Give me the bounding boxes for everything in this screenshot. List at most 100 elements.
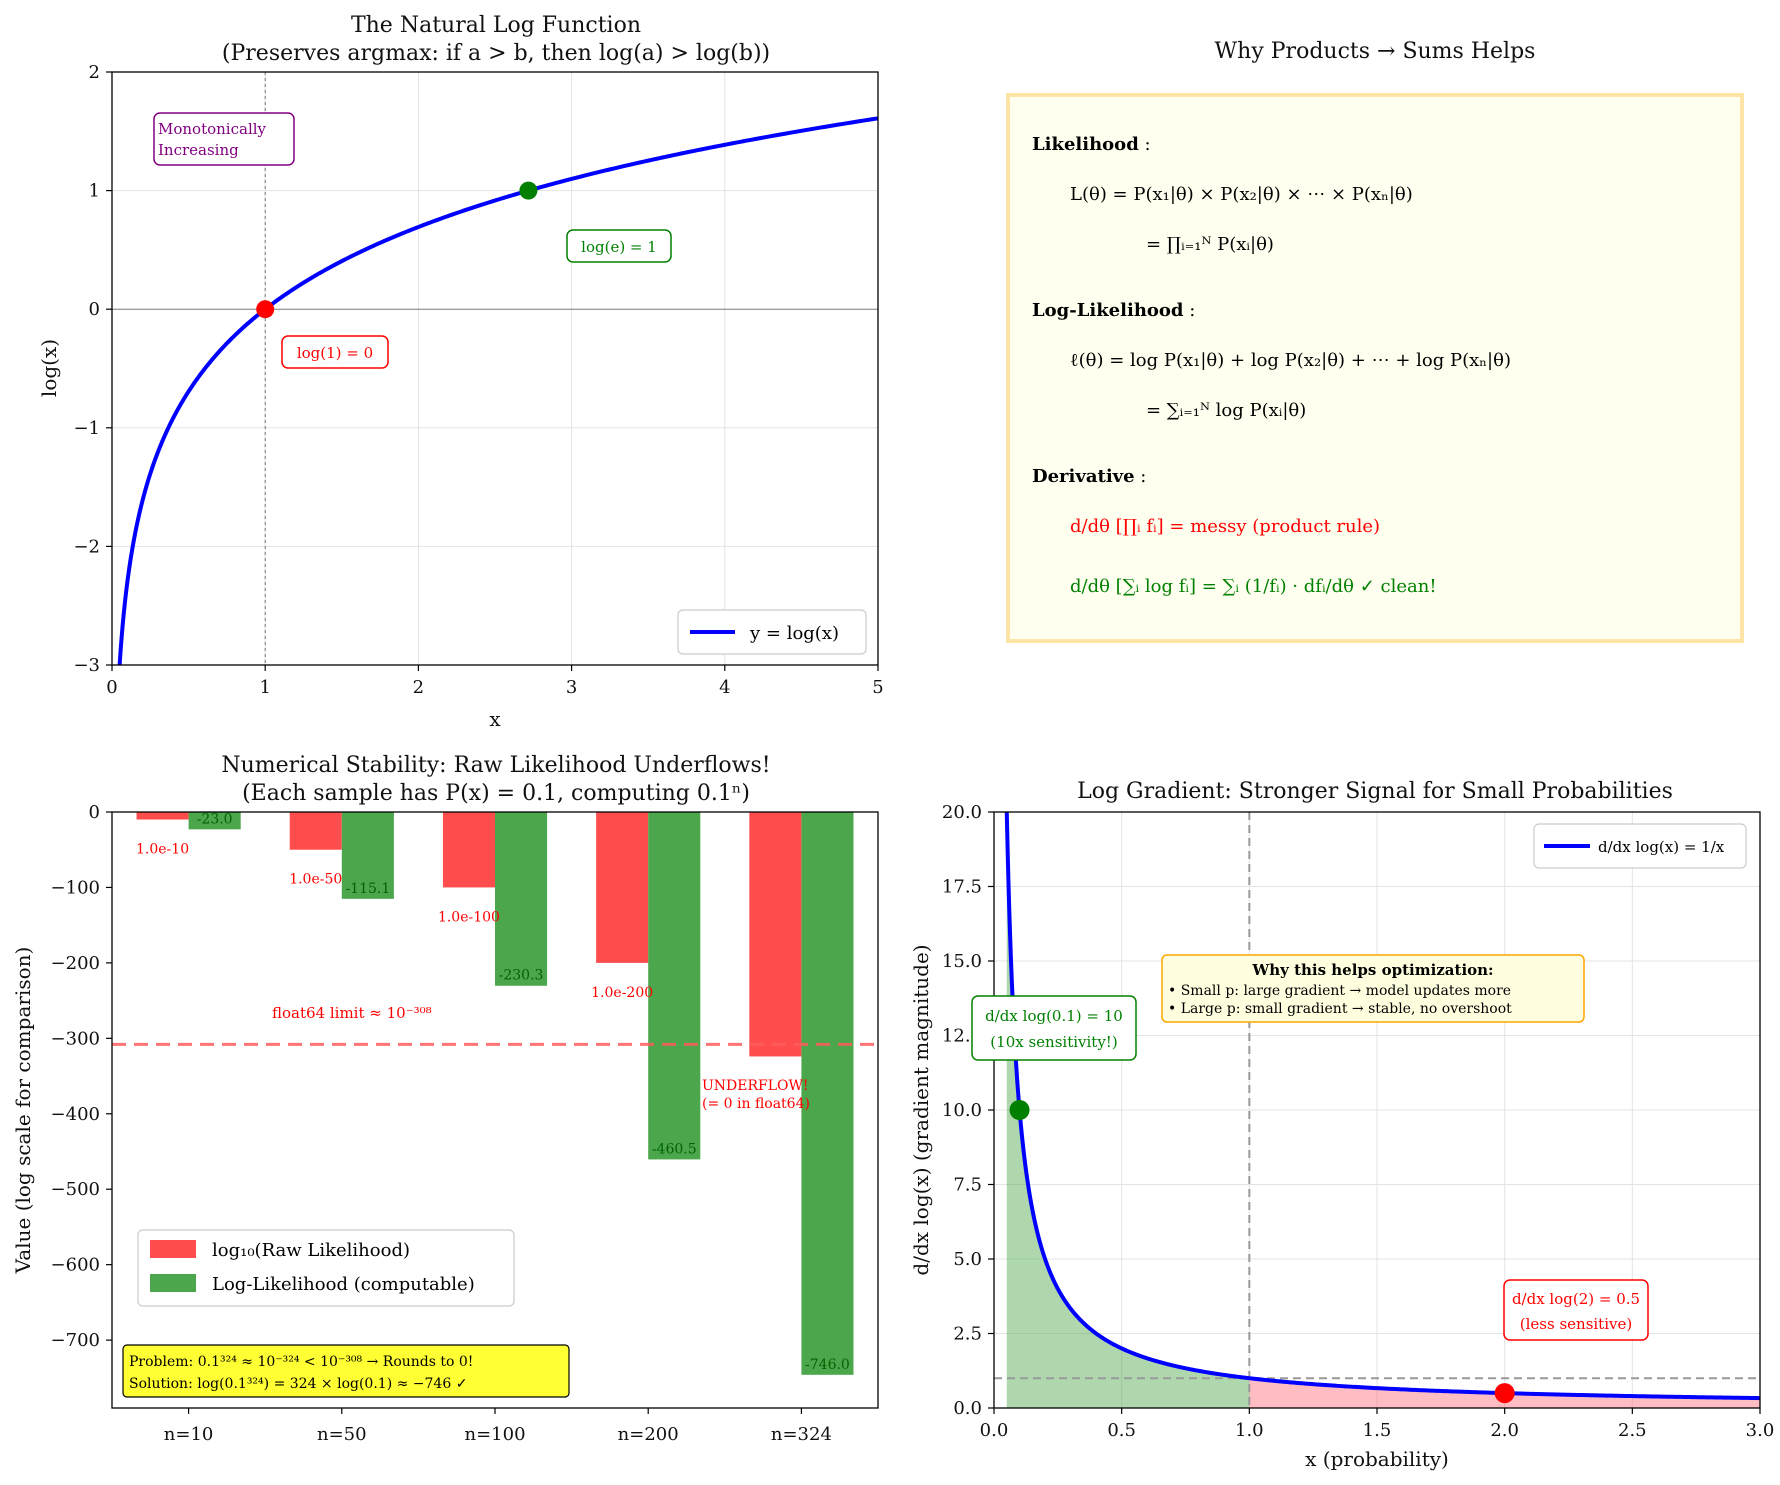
p3-ytick-label: −200 (51, 953, 100, 974)
loglik-eq-2: = ∑ᵢ₌₁ᴺ log P(xᵢ|θ) (1146, 400, 1306, 421)
p3-ytick-label: −400 (51, 1104, 100, 1125)
p3-xtick-label: n=50 (317, 1424, 367, 1445)
p3-bar-1-2 (495, 812, 548, 986)
p4-ytick-label: 17.5 (942, 877, 982, 898)
p2-title: Why Products → Sums Helps (1215, 39, 1536, 64)
p3-legend-label-log: Log-Likelihood (computable) (212, 1274, 475, 1295)
problem-solution-box (122, 1344, 570, 1398)
solution-text: Solution: log(0.1³²⁴) = 324 × log(0.1) ≈… (129, 1376, 467, 1392)
p1-point-1 (519, 181, 538, 200)
log-curve (117, 116, 879, 666)
p1-point-0 (256, 300, 275, 319)
log-e-label: log(e) = 1 (581, 238, 657, 256)
info-line-2: • Large p: small gradient → stable, no o… (1168, 1001, 1512, 1017)
red-annotation-1: d/dx log(2) = 0.5 (1512, 1290, 1640, 1308)
p4-ytick-label: 10.0 (942, 1100, 982, 1121)
red-annotation-box (1503, 1279, 1649, 1341)
p4-ticks: 0.0 0.5 1.0 1.5 2.0 2.5 3.020.017.515.012.510.… (942, 802, 1774, 1441)
p3-raw-label-1: 1.0e-50 (289, 872, 342, 888)
monotonic-text-2: Increasing (158, 141, 239, 159)
p1-legend (677, 609, 867, 655)
monotonic-box (153, 112, 295, 166)
formula-box (1006, 93, 1744, 643)
p3-ytick-label: −600 (51, 1255, 100, 1276)
p4-legend-label: d/dx log(x) = 1/x (1598, 838, 1725, 856)
p3-xtick-label: n=100 (464, 1424, 525, 1445)
p3-bar-1-3 (648, 812, 701, 1160)
p1-legend-label: y = log(x) (749, 623, 839, 644)
p3-raw-label-3: 1.0e-200 (591, 985, 653, 1001)
p1-xtick-label: 4 (719, 677, 730, 698)
p4-title: Log Gradient: Stronger Signal for Small … (1077, 779, 1673, 804)
p3-legend-label-raw: log₁₀(Raw Likelihood) (212, 1240, 410, 1261)
log-function-panel: The Natural Log Function (Preserves argm… (37, 13, 884, 731)
p4-xtick-label: 1.5 (1363, 1420, 1392, 1441)
log-gradient-panel: Log Gradient: Stronger Signal for Small … (909, 779, 1774, 1471)
p3-ytick-label: −300 (51, 1028, 100, 1049)
p4-ytick-label: 20.0 (942, 802, 982, 823)
p3-subtitle: (Each sample has P(x) = 0.1, computing 0… (242, 781, 750, 806)
p4-xtick-label: 1.0 (1235, 1420, 1264, 1441)
green-annotation-1: d/dx log(0.1) = 10 (985, 1007, 1123, 1025)
p4-reference-lines (994, 812, 1760, 1408)
derivative-eq-1: d/dθ [∏ᵢ fᵢ] = messy (product rule) (1070, 516, 1380, 537)
p3-raw-label-2: 1.0e-100 (438, 909, 500, 925)
log-e-box (566, 229, 672, 263)
p3-bars (136, 812, 854, 1375)
p3-legend-swatch-raw (150, 1240, 196, 1258)
p3-ytick-label: −500 (51, 1179, 100, 1200)
p1-ytick-label: −3 (73, 655, 100, 676)
gradient-curve (1004, 812, 1761, 1401)
p1-subtitle: (Preserves argmax: if a > b, then log(a)… (222, 41, 770, 66)
p1-xtick-label: 5 (872, 677, 883, 698)
p1-ytick-label: 0 (89, 299, 100, 320)
p3-bar-0-1 (289, 812, 342, 850)
p3-ticks: 0 −100 −200 −300 −400 −500 −600 −700 n=10 n=50 n=1… (51, 802, 832, 1445)
p4-xtick-label: 0.0 (980, 1420, 1009, 1441)
underflow-label-1: UNDERFLOW! (702, 1078, 809, 1094)
p3-legend-swatch-log (150, 1274, 196, 1292)
p1-frame (111, 71, 879, 666)
p1-xtick-label: 0 (106, 677, 117, 698)
likelihood-heading: Likelihood : (1032, 134, 1151, 155)
products-to-sums-panel: Why Products → Sums Helps Likelihood : L… (1006, 39, 1744, 643)
p1-ytick-label: 2 (89, 62, 100, 83)
log-1-box (281, 335, 389, 369)
p3-ytick-label: −100 (51, 877, 100, 898)
p3-bar-0-2 (442, 812, 495, 888)
p4-fill-0 (1006, 812, 1250, 1408)
p3-bar-1-1 (341, 812, 394, 899)
info-title: Why this helps optimization: (1251, 961, 1493, 979)
p1-points (256, 181, 538, 319)
p3-bar-1-0 (188, 812, 241, 830)
green-annotation-2: (10x sensitivity!) (990, 1033, 1117, 1051)
info-box (1161, 954, 1585, 1023)
p3-bar-0-3 (596, 812, 649, 963)
p4-ytick-label: 7.5 (953, 1175, 982, 1196)
p3-ytick-label: 0 (89, 802, 100, 823)
p1-xtick-label: 2 (413, 677, 424, 698)
p4-ytick-label: 5.0 (953, 1249, 982, 1270)
log-1-label: log(1) = 0 (297, 344, 373, 362)
p3-xtick-label: n=200 (618, 1424, 679, 1445)
p3-log-label-1: -115.1 (345, 881, 390, 897)
p3-bar-0-0 (136, 812, 189, 820)
red-annotation-2: (less sensitive) (1520, 1315, 1632, 1333)
p1-xtick-label: 1 (259, 677, 270, 698)
p4-xtick-label: 0.5 (1107, 1420, 1136, 1441)
p1-xlabel: x (489, 707, 501, 731)
p3-bar-1-4 (801, 812, 854, 1375)
problem-text: Problem: 0.1³²⁴ ≈ 10⁻³²⁴ < 10⁻³⁰⁸ → Roun… (129, 1354, 473, 1370)
p3-log-label-0: -23.0 (197, 811, 233, 827)
p1-ylabel: log(x) (37, 339, 61, 397)
derivative-eq-2: d/dθ [∑ᵢ log fᵢ] = ∑ᵢ (1/fᵢ) · dfᵢ/dθ ✓ … (1070, 576, 1437, 597)
p4-xtick-label: 2.0 (1490, 1420, 1519, 1441)
monotonic-text-1: Monotonically (158, 120, 267, 138)
loglik-heading: Log-Likelihood : (1032, 300, 1195, 321)
p4-ylabel: d/dx log(x) (gradient magnitude) (909, 944, 933, 1275)
p4-legend (1533, 823, 1747, 869)
p3-raw-label-0: 1.0e-10 (136, 842, 189, 858)
p1-ytick-label: −1 (73, 418, 100, 439)
p4-points (1009, 1100, 1515, 1404)
